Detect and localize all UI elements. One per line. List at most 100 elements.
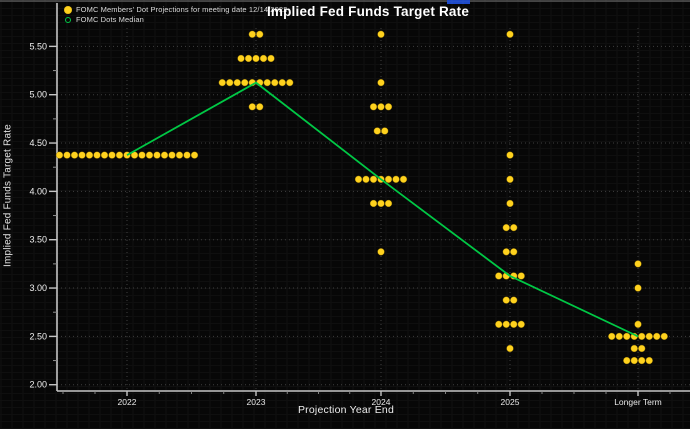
y-tick-label: 2.50 — [29, 331, 47, 341]
projection-dot — [506, 175, 514, 183]
projection-dot — [256, 30, 264, 38]
projection-dot — [85, 151, 94, 159]
projection-dot — [608, 332, 616, 340]
x-axis-ticks: 2022 2023 2024 2025 Longer Term — [62, 391, 671, 407]
projection-dot — [502, 224, 510, 232]
projection-dot — [392, 175, 400, 183]
projection-dot — [377, 103, 385, 111]
projection-dot — [502, 296, 510, 304]
projection-dot — [63, 151, 71, 159]
x-tick-label: Longer Term — [614, 397, 662, 407]
legend-item-dot-projections: FOMC Members' Dot Projections for meetin… — [64, 5, 287, 14]
projection-dot — [623, 332, 631, 340]
yellow-dot-icon — [64, 5, 72, 14]
projection-dot — [399, 175, 408, 183]
projection-dot — [517, 320, 525, 328]
projection-dot — [510, 248, 518, 256]
projection-dot — [615, 332, 623, 340]
projection-dot — [226, 79, 234, 87]
projection-dot — [168, 151, 176, 159]
projection-dot — [259, 54, 268, 63]
gridlines — [57, 28, 690, 390]
legend-item-dots-median: FOMC Dots Median — [64, 15, 287, 24]
member-dots — [55, 30, 668, 365]
projection-dot — [384, 175, 393, 183]
projection-dot — [373, 127, 381, 135]
y-tick-label: 5.00 — [29, 90, 47, 100]
y-tick-label: 5.50 — [29, 41, 47, 51]
axes — [56, 3, 690, 392]
projection-dot — [517, 272, 525, 280]
projection-dot — [377, 248, 385, 256]
x-tick-label: 2025 — [501, 397, 520, 407]
x-axis-title: Projection Year End — [297, 404, 395, 416]
projection-dot — [218, 79, 226, 87]
y-tick-label: 4.00 — [29, 186, 47, 196]
projection-dot — [256, 103, 264, 111]
y-tick-label: 3.50 — [29, 235, 47, 245]
projection-dot — [506, 151, 514, 159]
window-top-edge — [0, 0, 690, 2]
median-line — [126, 81, 639, 338]
projection-dot — [190, 151, 199, 159]
projection-dot — [115, 151, 124, 159]
projection-dot — [145, 151, 154, 159]
projection-dot — [278, 79, 286, 87]
projection-dot — [369, 103, 378, 111]
projection-dot — [70, 151, 79, 159]
projection-dot — [638, 344, 646, 353]
y-tick-label: 4.50 — [29, 138, 47, 148]
projection-dot — [623, 356, 631, 365]
x-tick-label: 2022 — [118, 397, 137, 407]
projection-dot — [271, 79, 279, 87]
projection-dot — [645, 332, 653, 340]
projection-dot — [660, 332, 668, 340]
projection-dot — [55, 151, 64, 159]
projection-dot — [384, 199, 393, 208]
projection-dot — [233, 79, 241, 87]
projection-dot — [369, 199, 378, 208]
x-tick-label: 2023 — [247, 397, 266, 407]
projection-dot — [78, 151, 86, 159]
projection-dot — [248, 30, 256, 38]
projection-dot — [160, 151, 169, 159]
projection-dot — [653, 332, 661, 340]
projection-dot — [241, 79, 249, 87]
projection-dot — [252, 54, 260, 63]
projection-dot — [362, 175, 370, 183]
projection-dot — [495, 320, 503, 328]
projection-dot — [377, 79, 385, 87]
projection-dot — [377, 30, 385, 38]
projection-dot — [377, 199, 385, 208]
projection-dot — [384, 103, 393, 111]
y-axis-ticks: 2.00 2.50 3.00 3.50 4.00 4.50 5.00 5.50 — [29, 41, 57, 390]
projection-dot — [510, 224, 518, 232]
projection-dot — [175, 151, 184, 159]
projection-dot — [495, 272, 503, 280]
projection-dot — [369, 175, 378, 183]
y-tick-label: 3.00 — [29, 283, 47, 293]
projection-dot — [502, 248, 510, 256]
projection-dot — [244, 54, 253, 63]
chart-title: Implied Fed Funds Target Rate — [266, 4, 470, 19]
projection-dot — [645, 356, 653, 365]
projection-dot — [638, 332, 646, 340]
projection-dot — [100, 151, 109, 159]
projection-dot — [634, 284, 642, 292]
projection-dot — [263, 79, 271, 87]
projection-dot — [354, 175, 363, 183]
projection-dot — [630, 344, 638, 353]
window-edge-accent — [447, 0, 470, 4]
legend-label: FOMC Dots Median — [76, 15, 144, 24]
projection-dot — [267, 54, 275, 63]
projection-dot — [634, 260, 642, 268]
projection-dot — [286, 79, 294, 87]
y-axis-title: Implied Fed Funds Target Rate — [2, 124, 14, 267]
projection-dot — [506, 199, 514, 208]
projection-dot — [506, 30, 514, 38]
legend-label: FOMC Members' Dot Projections for meetin… — [76, 5, 288, 14]
projection-dot — [93, 151, 101, 159]
y-tick-label: 2.00 — [29, 380, 47, 390]
